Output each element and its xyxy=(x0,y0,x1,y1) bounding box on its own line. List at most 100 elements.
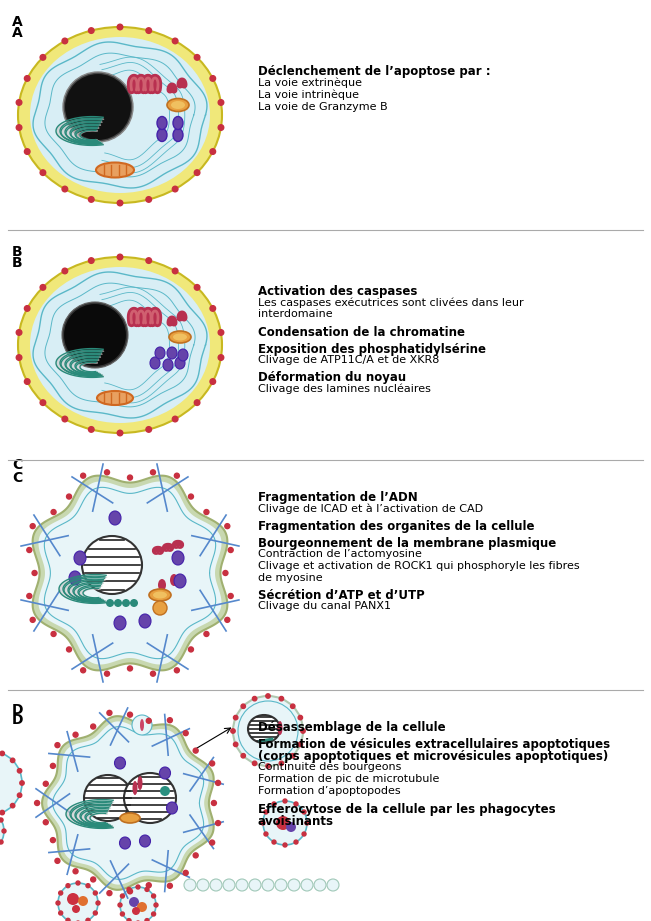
Ellipse shape xyxy=(18,257,222,433)
Text: Efferocytose de la cellule par les phagocytes: Efferocytose de la cellule par les phago… xyxy=(258,802,555,816)
Circle shape xyxy=(105,671,109,676)
Circle shape xyxy=(118,903,122,907)
Circle shape xyxy=(0,752,5,755)
Circle shape xyxy=(223,570,228,576)
Circle shape xyxy=(0,840,3,844)
Text: A: A xyxy=(12,26,23,40)
Ellipse shape xyxy=(173,333,187,341)
Circle shape xyxy=(62,268,68,274)
Circle shape xyxy=(263,801,307,845)
Circle shape xyxy=(86,918,90,921)
Circle shape xyxy=(210,840,215,845)
Text: La voie intrinèque: La voie intrinèque xyxy=(258,90,359,100)
Circle shape xyxy=(25,149,30,155)
Ellipse shape xyxy=(124,773,176,823)
Ellipse shape xyxy=(96,162,134,178)
Circle shape xyxy=(174,668,180,673)
Circle shape xyxy=(241,753,245,758)
Circle shape xyxy=(73,869,78,874)
Circle shape xyxy=(55,742,60,748)
Circle shape xyxy=(0,810,5,815)
Circle shape xyxy=(128,889,133,894)
Ellipse shape xyxy=(139,614,151,628)
Circle shape xyxy=(66,494,72,499)
Ellipse shape xyxy=(149,589,171,601)
Circle shape xyxy=(154,903,158,907)
Circle shape xyxy=(210,379,215,384)
Circle shape xyxy=(132,715,152,735)
Circle shape xyxy=(127,888,131,892)
Ellipse shape xyxy=(30,37,210,193)
Circle shape xyxy=(153,601,167,615)
Circle shape xyxy=(86,883,90,888)
Circle shape xyxy=(59,911,62,915)
Circle shape xyxy=(51,632,56,636)
Circle shape xyxy=(122,599,130,607)
Text: La voie de Granzyme B: La voie de Granzyme B xyxy=(258,102,387,112)
Circle shape xyxy=(160,786,170,796)
Circle shape xyxy=(56,901,60,905)
Text: de myosine: de myosine xyxy=(258,573,323,583)
Text: Formation d’apoptopodes: Formation d’apoptopodes xyxy=(258,786,400,796)
Text: Clivage de ICAD et à l’activation de CAD: Clivage de ICAD et à l’activation de CAD xyxy=(258,503,483,514)
Circle shape xyxy=(279,696,284,701)
Circle shape xyxy=(264,810,268,814)
Text: Désassemblage de la cellule: Désassemblage de la cellule xyxy=(258,721,446,734)
Circle shape xyxy=(183,870,188,875)
Circle shape xyxy=(279,761,284,765)
Circle shape xyxy=(241,704,245,708)
Circle shape xyxy=(25,379,30,384)
Ellipse shape xyxy=(140,719,144,731)
Circle shape xyxy=(89,258,94,263)
Circle shape xyxy=(128,475,133,480)
Circle shape xyxy=(43,820,48,824)
Circle shape xyxy=(229,593,233,599)
Ellipse shape xyxy=(167,802,178,814)
Circle shape xyxy=(96,901,100,905)
Ellipse shape xyxy=(133,781,137,795)
Circle shape xyxy=(314,879,326,891)
Circle shape xyxy=(301,879,313,891)
Circle shape xyxy=(167,883,173,888)
Ellipse shape xyxy=(137,776,143,790)
Circle shape xyxy=(184,879,196,891)
Circle shape xyxy=(210,761,215,766)
Circle shape xyxy=(225,524,230,529)
Circle shape xyxy=(288,879,300,891)
Text: avoisinants: avoisinants xyxy=(258,814,334,828)
Circle shape xyxy=(150,671,156,676)
Circle shape xyxy=(204,509,209,515)
Circle shape xyxy=(294,802,298,806)
Ellipse shape xyxy=(109,511,121,525)
Circle shape xyxy=(193,748,198,753)
Circle shape xyxy=(218,99,224,105)
Circle shape xyxy=(264,832,268,836)
Circle shape xyxy=(294,840,298,844)
Circle shape xyxy=(233,696,303,766)
Text: Déclenchement de l’apoptose par :: Déclenchement de l’apoptose par : xyxy=(258,65,491,78)
Ellipse shape xyxy=(172,551,184,565)
Ellipse shape xyxy=(150,357,160,369)
Circle shape xyxy=(20,781,24,786)
Circle shape xyxy=(210,76,215,81)
Circle shape xyxy=(210,149,215,155)
Text: A: A xyxy=(12,15,23,29)
Circle shape xyxy=(173,416,178,422)
Ellipse shape xyxy=(277,721,283,735)
Circle shape xyxy=(146,882,151,888)
Text: B: B xyxy=(12,245,23,259)
Circle shape xyxy=(204,632,209,636)
Circle shape xyxy=(261,821,265,825)
Circle shape xyxy=(0,818,3,822)
Circle shape xyxy=(218,330,224,335)
Text: D: D xyxy=(12,713,23,727)
Circle shape xyxy=(81,473,86,478)
Circle shape xyxy=(210,879,222,891)
Circle shape xyxy=(40,400,46,405)
Circle shape xyxy=(130,599,138,607)
Circle shape xyxy=(25,76,30,81)
Circle shape xyxy=(272,840,276,844)
Circle shape xyxy=(146,197,152,203)
Circle shape xyxy=(302,832,306,836)
Text: Formation de vésicules extracellulaires apoptotiques: Formation de vésicules extracellulaires … xyxy=(258,738,610,751)
